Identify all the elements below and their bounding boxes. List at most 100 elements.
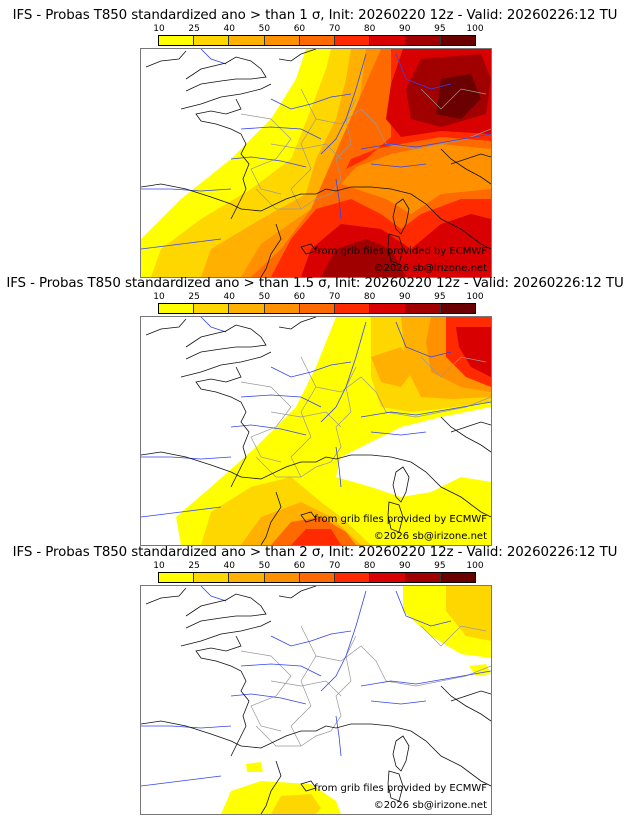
probability-area xyxy=(456,327,491,377)
panel-2-title: IFS - Probas T850 standardized ano > tha… xyxy=(6,276,624,291)
colorbar-tick-label: 70 xyxy=(328,292,341,302)
colorbar-segment xyxy=(335,573,371,582)
probability-area xyxy=(469,664,491,676)
colorbar-segment xyxy=(159,573,195,582)
panel-3-map: from grib files provided by ECMWF ©2026 … xyxy=(140,585,492,815)
map-overlay xyxy=(141,586,491,814)
probability-area xyxy=(291,529,341,545)
probability-map-1 xyxy=(141,49,491,277)
colorbar-tick-label: 25 xyxy=(188,292,200,302)
colorbar-tick-label: 50 xyxy=(258,24,271,34)
colorbar-segment xyxy=(370,36,406,45)
colorbar-segment xyxy=(440,304,475,313)
map-overlay xyxy=(141,49,491,277)
colorbar-segment xyxy=(194,304,230,313)
colorbar-tick-label: 80 xyxy=(363,561,376,571)
colorbar-tick-label: 10 xyxy=(153,292,165,302)
panel-1-title: IFS - Probas T850 standardized ano > tha… xyxy=(12,8,618,23)
colorbar-tick-label: 25 xyxy=(188,561,200,571)
colorbar-segment xyxy=(440,36,475,45)
colorbar-segment xyxy=(229,304,265,313)
colorbar-tick-label: 50 xyxy=(258,292,271,302)
panel-3-credit-source: from grib files provided by ECMWF xyxy=(314,783,487,794)
colorbar-segment xyxy=(194,36,230,45)
colorbar-segment xyxy=(440,573,475,582)
coastlines xyxy=(141,586,491,814)
colorbar-segment xyxy=(299,304,336,313)
panel-1-colorbar-labels: 10 25 40 50 60 70 80 90 95 100 xyxy=(153,24,483,34)
colorbar-segment xyxy=(299,573,336,582)
panel-2-credit-copyright: ©2026 sb@irizone.net xyxy=(373,531,487,542)
colorbar-tick-label: 100 xyxy=(466,561,484,571)
probability-shading xyxy=(221,586,491,814)
colorbar-segment xyxy=(335,304,371,313)
colorbar-segment xyxy=(264,36,300,45)
panel-2-map: from grib files provided by ECMWF ©2026 … xyxy=(140,316,492,546)
panel-2-credit-source: from grib files provided by ECMWF xyxy=(314,514,487,525)
colorbar-tick-label: 95 xyxy=(434,292,446,302)
panel-2-colorbar-labels: 10 25 40 50 60 70 80 90 95 100 xyxy=(153,292,483,302)
colorbar-segment xyxy=(264,573,300,582)
colorbar-segment xyxy=(405,304,441,313)
colorbar-segment xyxy=(264,304,300,313)
colorbar-tick-label: 90 xyxy=(399,561,411,571)
rivers xyxy=(141,49,491,250)
panel-3-title: IFS - Probas T850 standardized ano > tha… xyxy=(12,545,618,560)
colorbar-segment xyxy=(370,304,406,313)
probability-area xyxy=(371,347,416,387)
colorbar-tick-label: 10 xyxy=(153,24,165,34)
panel-1-credit-copyright: ©2026 sb@irizone.net xyxy=(373,263,487,274)
colorbar-segment xyxy=(405,36,441,45)
colorbar-tick-label: 100 xyxy=(466,24,484,34)
colorbar-segment xyxy=(229,36,265,45)
panel-1-colorbar xyxy=(158,35,476,46)
colorbar-segment xyxy=(370,573,406,582)
colorbar-tick-label: 90 xyxy=(399,24,411,34)
probability-map-3 xyxy=(141,586,491,814)
panel-3-credit-copyright: ©2026 sb@irizone.net xyxy=(373,800,487,811)
probability-area xyxy=(246,762,263,772)
colorbar-tick-label: 80 xyxy=(363,24,376,34)
admin-borders xyxy=(240,356,491,478)
panel-1-map: from grib files provided by ECMWF ©2026 … xyxy=(140,48,492,278)
colorbar-tick-label: 100 xyxy=(466,292,484,302)
admin-borders xyxy=(240,625,491,747)
rivers xyxy=(141,586,491,787)
colorbar-segment xyxy=(229,573,265,582)
probability-area xyxy=(271,794,321,814)
probability-shading xyxy=(141,49,491,277)
colorbar-tick-label: 70 xyxy=(328,561,341,571)
colorbar-tick-label: 90 xyxy=(399,292,411,302)
coastlines xyxy=(141,317,491,545)
panel-3-colorbar xyxy=(158,572,476,583)
colorbar-segment xyxy=(159,36,195,45)
panel-2-colorbar xyxy=(158,303,476,314)
colorbar-tick-label: 60 xyxy=(293,561,306,571)
colorbar-segment xyxy=(159,304,195,313)
colorbar-tick-label: 40 xyxy=(223,24,235,34)
panel-3-colorbar-labels: 10 25 40 50 60 70 80 90 95 100 xyxy=(153,561,483,571)
rivers xyxy=(141,317,491,518)
colorbar-tick-label: 25 xyxy=(188,24,200,34)
colorbar-segment xyxy=(335,36,371,45)
panel-1-credit-source: from grib files provided by ECMWF xyxy=(314,246,487,257)
probability-area xyxy=(321,239,406,277)
colorbar-segment xyxy=(194,573,230,582)
colorbar-tick-label: 60 xyxy=(293,292,306,302)
probability-map-2 xyxy=(141,317,491,545)
probability-shading xyxy=(176,317,491,545)
probability-area xyxy=(446,586,491,641)
colorbar-tick-label: 10 xyxy=(153,561,165,571)
colorbar-tick-label: 60 xyxy=(293,24,306,34)
colorbar-tick-label: 80 xyxy=(363,292,376,302)
colorbar-tick-label: 70 xyxy=(328,24,341,34)
colorbar-tick-label: 40 xyxy=(223,292,235,302)
admin-borders xyxy=(240,88,491,210)
coastlines xyxy=(141,49,491,277)
colorbar-segment xyxy=(299,36,336,45)
colorbar-tick-label: 40 xyxy=(223,561,235,571)
colorbar-tick-label: 95 xyxy=(434,561,446,571)
colorbar-tick-label: 50 xyxy=(258,561,271,571)
map-overlay xyxy=(141,317,491,545)
colorbar-tick-label: 95 xyxy=(434,24,446,34)
